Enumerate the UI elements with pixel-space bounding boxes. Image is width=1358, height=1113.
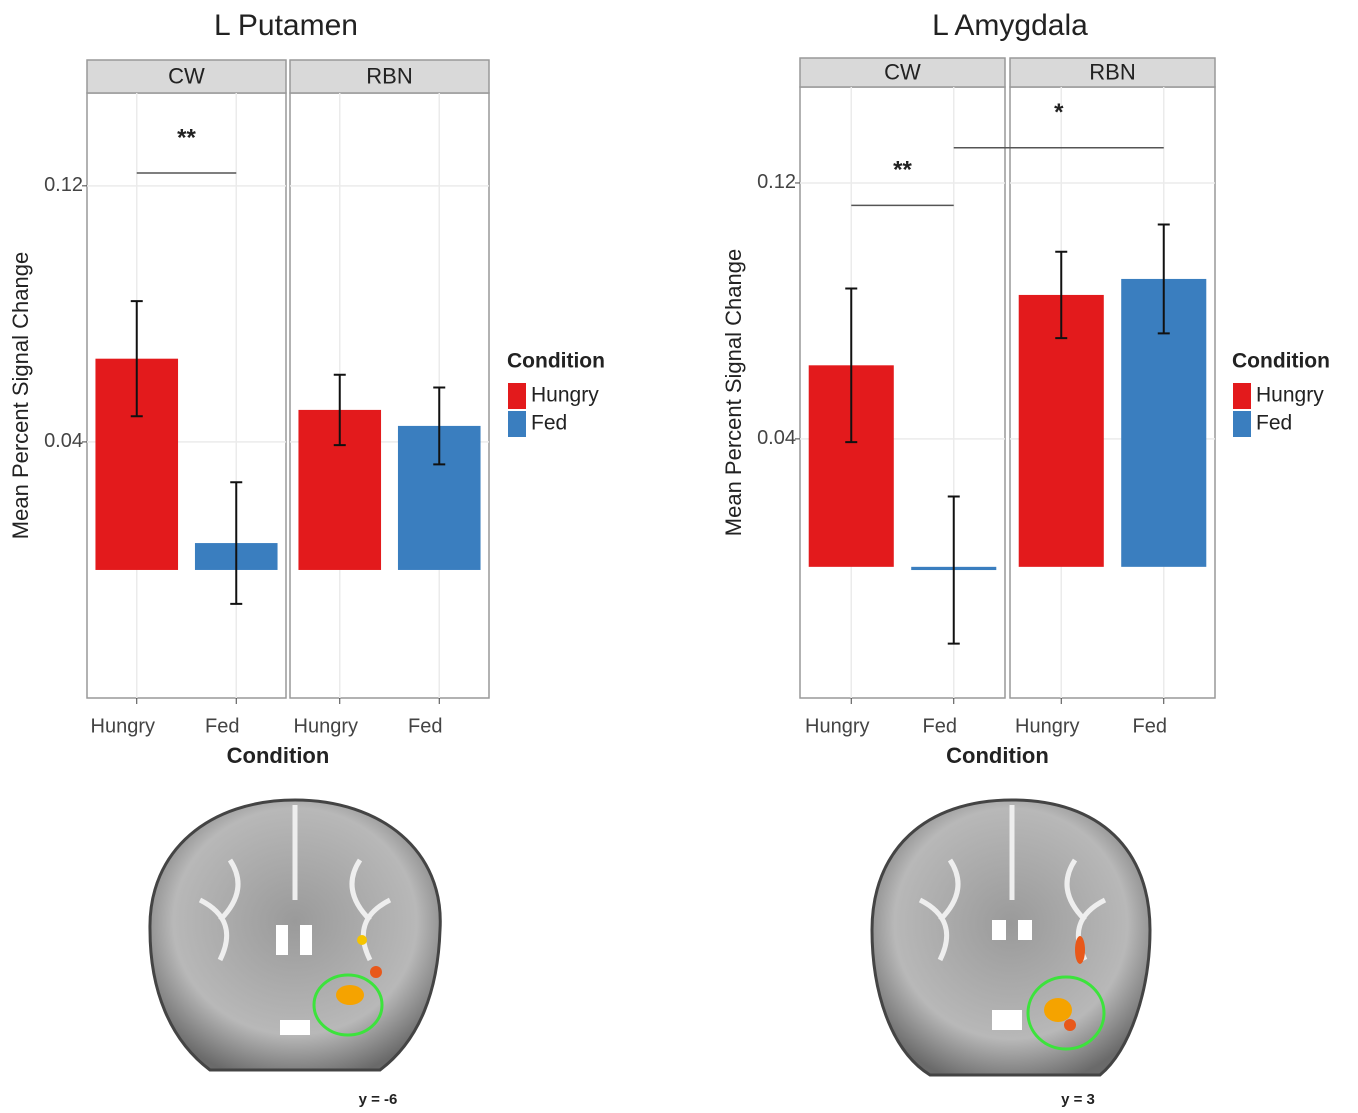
legend-title: Condition xyxy=(1232,350,1330,373)
x-tick-label: Fed xyxy=(408,715,442,737)
legend-title: Condition xyxy=(507,350,605,373)
y-tick-label: 0.04 xyxy=(757,427,796,449)
x-tick-label: Hungry xyxy=(294,715,358,737)
x-tick-label: Hungry xyxy=(91,715,155,737)
legend-label: Fed xyxy=(531,412,567,435)
x-tick-label: Hungry xyxy=(805,715,869,737)
x-tick-label: Fed xyxy=(205,715,239,737)
x-tick-label: Fed xyxy=(923,715,957,737)
chart-title: L Putamen xyxy=(214,9,358,42)
x-tick-label: Hungry xyxy=(1015,715,1079,737)
y-tick-label: 0.12 xyxy=(44,174,83,196)
legend-label: Fed xyxy=(1256,412,1292,435)
significance-label: ** xyxy=(177,124,196,151)
legend-swatch xyxy=(508,383,526,409)
image-label: y = 3 xyxy=(1061,1091,1095,1108)
y-tick-label: 0.12 xyxy=(757,171,796,193)
facet-label: RBN xyxy=(1089,59,1135,84)
y-axis-title: Mean Percent Signal Change xyxy=(8,252,33,539)
x-axis-title: Condition xyxy=(946,743,1049,768)
facet-label: CW xyxy=(884,59,921,84)
legend-swatch xyxy=(1233,411,1251,437)
facet-label: CW xyxy=(168,63,205,88)
y-tick-label: 0.04 xyxy=(44,430,83,452)
chart-title: L Amygdala xyxy=(932,9,1088,42)
legend-swatch xyxy=(508,411,526,437)
x-tick-label: Fed xyxy=(1133,715,1167,737)
image-label: y = -6 xyxy=(359,1091,398,1108)
facet-label: RBN xyxy=(366,63,412,88)
y-axis-title: Mean Percent Signal Change xyxy=(721,249,746,536)
figure: L Putamen CW Hungry Fed RBN Hungry Fed 0.04 0.12… xyxy=(0,0,1358,1113)
legend-label: Hungry xyxy=(531,384,599,407)
brain-image xyxy=(150,800,440,1070)
facet-panel xyxy=(290,93,489,698)
x-axis-title: Condition xyxy=(227,743,330,768)
legend-swatch xyxy=(1233,383,1251,409)
significance-label: ** xyxy=(893,157,912,184)
legend-label: Hungry xyxy=(1256,384,1324,407)
significance-label: * xyxy=(1054,99,1064,126)
brain-image xyxy=(872,800,1150,1075)
